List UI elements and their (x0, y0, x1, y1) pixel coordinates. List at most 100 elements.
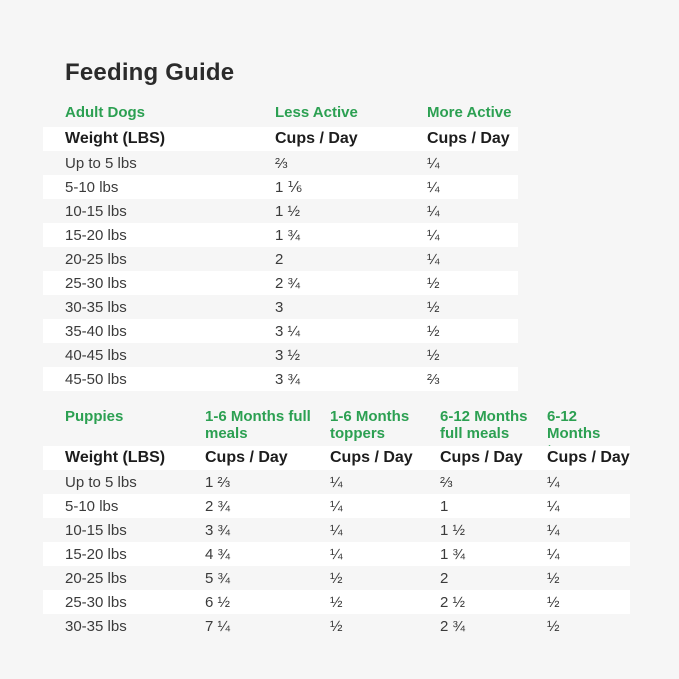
less-active-cell: 1 ¾ (275, 226, 301, 244)
table-row: Up to 5 lbs ⅔ ¼ (43, 151, 518, 175)
more-active-cell: ½ (427, 322, 440, 340)
weight-cell: 15-20 lbs (65, 545, 127, 563)
more-active-cell: ¼ (427, 226, 440, 244)
cups-per-day-header: Cups / Day (205, 449, 288, 466)
months-6-12-full-meals-label: 6-12 Months full meals (440, 408, 528, 442)
full-meals-6-12-cell: 2 ¾ (440, 617, 466, 635)
cups-per-day-header: Cups / Day (330, 449, 413, 466)
weight-header: Weight (LBS) (65, 449, 166, 466)
weight-cell: 45-50 lbs (65, 370, 127, 388)
table-row: 10-15 lbs 1 ½ ¼ (43, 199, 518, 223)
adult-dogs-table: Weight (LBS) Cups / Day Cups / Day Up to… (43, 127, 518, 391)
more-active-cell: ½ (427, 298, 440, 316)
less-active-cell: 1 ½ (275, 202, 301, 220)
months-1-6-toppers-label: 1-6 Months toppers (330, 408, 410, 442)
more-active-cell: ½ (427, 346, 440, 364)
full-meals-6-12-cell: 1 ½ (440, 521, 466, 539)
less-active-cell: 2 (275, 250, 284, 268)
toppers-6-12-cell: ¼ (547, 545, 560, 563)
full-meals-6-12-cell: 2 ½ (440, 593, 466, 611)
more-active-cell: ¼ (427, 178, 440, 196)
weight-cell: 10-15 lbs (65, 202, 127, 220)
toppers-6-12-cell: ½ (547, 617, 560, 635)
toppers-1-6-cell: ½ (330, 593, 343, 611)
adult-dogs-section-header: Adult Dogs Less Active More Active (43, 104, 518, 121)
weight-cell: 30-35 lbs (65, 298, 127, 316)
full-meals-1-6-cell: 4 ¾ (205, 545, 231, 563)
toppers-6-12-cell: ½ (547, 569, 560, 587)
toppers-6-12-cell: ¼ (547, 497, 560, 515)
table-row: 30-35 lbs 7 ¼ ½ 2 ¾ ½ (43, 614, 630, 638)
cups-per-day-header: Cups / Day (547, 449, 630, 466)
weight-cell: 20-25 lbs (65, 250, 127, 268)
weight-cell: 25-30 lbs (65, 593, 127, 611)
full-meals-6-12-cell: 1 (440, 497, 449, 515)
weight-cell: 35-40 lbs (65, 322, 127, 340)
puppies-table: Weight (LBS) Cups / Day Cups / Day Cups … (43, 446, 630, 638)
cups-per-day-header: Cups / Day (275, 130, 358, 147)
less-active-label: Less Active (275, 104, 358, 121)
toppers-6-12-cell: ¼ (547, 473, 560, 491)
table-row: 15-20 lbs 4 ¾ ¼ 1 ¾ ¼ (43, 542, 630, 566)
page-title: Feeding Guide (65, 59, 235, 86)
months-1-6-full-meals-label: 1-6 Months full meals (205, 408, 311, 442)
table-row: 20-25 lbs 2 ¼ (43, 247, 518, 271)
less-active-cell: ⅔ (275, 154, 288, 172)
weight-cell: 10-15 lbs (65, 521, 127, 539)
full-meals-1-6-cell: 2 ¾ (205, 497, 231, 515)
weight-cell: 15-20 lbs (65, 226, 127, 244)
toppers-1-6-cell: ½ (330, 617, 343, 635)
weight-cell: Up to 5 lbs (65, 473, 137, 491)
less-active-cell: 1 ⅙ (275, 179, 303, 196)
weight-cell: 5-10 lbs (65, 178, 119, 196)
less-active-cell: 2 ¾ (275, 274, 301, 292)
full-meals-1-6-cell: 5 ¾ (205, 569, 231, 587)
cups-per-day-header: Cups / Day (427, 130, 510, 147)
full-meals-1-6-cell: 7 ¼ (205, 617, 231, 635)
weight-cell: 20-25 lbs (65, 569, 127, 587)
cups-per-day-header: Cups / Day (440, 449, 523, 466)
table-row: 25-30 lbs 6 ½ ½ 2 ½ ½ (43, 590, 630, 614)
table-row: 5-10 lbs 1 ⅙ ¼ (43, 175, 518, 199)
more-active-cell: ½ (427, 274, 440, 292)
more-active-cell: ¼ (427, 154, 440, 172)
table-row: 20-25 lbs 5 ¾ ½ 2 ½ (43, 566, 630, 590)
more-active-cell: ⅔ (427, 370, 440, 388)
less-active-cell: 3 (275, 298, 284, 316)
full-meals-6-12-cell: 2 (440, 569, 449, 587)
table-row: 30-35 lbs 3 ½ (43, 295, 518, 319)
table-row: 5-10 lbs 2 ¾ ¼ 1 ¼ (43, 494, 630, 518)
puppies-table-header-row: Weight (LBS) Cups / Day Cups / Day Cups … (43, 446, 630, 470)
full-meals-6-12-cell: 1 ¾ (440, 545, 466, 563)
adult-table-header-row: Weight (LBS) Cups / Day Cups / Day (43, 127, 518, 151)
table-row: 40-45 lbs 3 ½ ½ (43, 343, 518, 367)
less-active-cell: 3 ¼ (275, 322, 301, 340)
full-meals-6-12-cell: ⅔ (440, 473, 453, 491)
adult-dogs-label: Adult Dogs (65, 104, 145, 121)
weight-header: Weight (LBS) (65, 130, 166, 147)
table-row: 35-40 lbs 3 ¼ ½ (43, 319, 518, 343)
table-row: 10-15 lbs 3 ¾ ¼ 1 ½ ¼ (43, 518, 630, 542)
toppers-1-6-cell: ¼ (330, 521, 343, 539)
weight-cell: 25-30 lbs (65, 274, 127, 292)
weight-cell: 40-45 lbs (65, 346, 127, 364)
more-active-cell: ¼ (427, 202, 440, 220)
table-row: 25-30 lbs 2 ¾ ½ (43, 271, 518, 295)
less-active-cell: 3 ¾ (275, 370, 301, 388)
toppers-6-12-cell: ½ (547, 593, 560, 611)
toppers-1-6-cell: ½ (330, 569, 343, 587)
weight-cell: 30-35 lbs (65, 617, 127, 635)
table-row: 45-50 lbs 3 ¾ ⅔ (43, 367, 518, 391)
toppers-1-6-cell: ¼ (330, 473, 343, 491)
less-active-cell: 3 ½ (275, 346, 301, 364)
full-meals-1-6-cell: 3 ¾ (205, 521, 231, 539)
toppers-1-6-cell: ¼ (330, 497, 343, 515)
more-active-cell: ¼ (427, 250, 440, 268)
more-active-label: More Active (427, 104, 512, 121)
table-row: Up to 5 lbs 1 ⅔ ¼ ⅔ ¼ (43, 470, 630, 494)
table-row: 15-20 lbs 1 ¾ ¼ (43, 223, 518, 247)
puppies-label: Puppies (65, 408, 124, 425)
toppers-6-12-cell: ¼ (547, 521, 560, 539)
toppers-1-6-cell: ¼ (330, 545, 343, 563)
